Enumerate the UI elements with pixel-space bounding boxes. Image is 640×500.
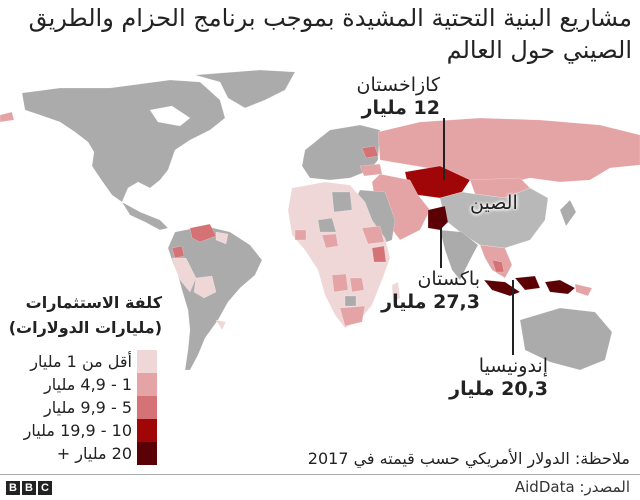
legend-swatch [137, 350, 157, 373]
belarus [361, 145, 379, 159]
kazakhstan-value: 12 مليار [361, 97, 440, 119]
ecuador [171, 245, 185, 259]
pakistan-callout: باكستان 27,3 مليار [381, 268, 480, 314]
legend-label: 20 مليار + [56, 444, 132, 463]
bbc-logo-letter: C [38, 481, 52, 495]
indonesia [483, 279, 521, 297]
legend-swatch [137, 419, 157, 442]
ethiopia [361, 225, 385, 245]
legend-item: أقل من 1 مليار [0, 350, 190, 373]
legend-title-line1: كلفة الاستثمارات [25, 293, 162, 312]
guyana [215, 231, 229, 245]
legend-item: 10 - 19,9 مليار [0, 419, 190, 442]
legend-title-line2: (مليارات الدولارات) [8, 318, 162, 337]
legend-items: أقل من 1 مليار 1 - 4,9 مليار 5 - 9,9 ملي… [0, 350, 190, 465]
north-america [21, 79, 226, 203]
india [439, 229, 479, 281]
australia [519, 307, 613, 371]
pakistan [427, 205, 449, 231]
kazakhstan-callout: كازاخستان 12 مليار [357, 74, 440, 120]
angola [331, 273, 349, 293]
legend-item: 20 مليار + [0, 442, 190, 465]
source-credit: المصدر: AidData [514, 478, 630, 496]
legend-item: 5 - 9,9 مليار [0, 396, 190, 419]
indonesia-leader-line [512, 280, 514, 355]
venezuela [189, 223, 217, 243]
bolivia [193, 275, 217, 299]
footer-divider [0, 474, 640, 475]
south-america [167, 225, 263, 371]
zambia [349, 277, 365, 293]
map-title: مشاريع البنية التحتية المشيدة بموجب برنا… [28, 4, 632, 64]
legend-label: 5 - 9,9 مليار [44, 398, 132, 417]
china-label: الصين [470, 192, 518, 214]
legend-label: أقل من 1 مليار [30, 352, 132, 371]
greenland [194, 70, 296, 109]
peru [171, 257, 197, 293]
bbc-logo-letter: B [22, 481, 36, 495]
indonesia-callout: إندونيسيا 20,3 مليار [449, 355, 548, 401]
uruguay [215, 319, 227, 331]
pakistan-leader-line [440, 228, 442, 268]
legend-swatch [137, 442, 157, 465]
nigeria [321, 233, 339, 249]
kazakhstan-name: كازاخستان [356, 74, 440, 96]
legend-swatch [137, 396, 157, 419]
kenya [371, 245, 387, 263]
south-africa [339, 305, 366, 327]
africa [287, 181, 391, 329]
kazakhstan-leader-line [443, 118, 445, 180]
legend-swatch [137, 373, 157, 396]
currency-note: ملاحظة: الدولار الأمريكي حسب قيمته في 20… [307, 449, 630, 468]
legend-label: 10 - 19,9 مليار [23, 421, 132, 440]
indonesia-name: إندونيسيا [478, 355, 548, 377]
legend-title: كلفة الاستثمارات (مليارات الدولارات) [9, 290, 162, 340]
indonesia-value: 20,3 مليار [449, 378, 548, 400]
legend-item: 1 - 4,9 مليار [0, 373, 190, 396]
pakistan-name: باكستان [417, 268, 480, 290]
bbc-logo-letter: B [6, 481, 20, 495]
bbc-logo: B B C [6, 481, 52, 495]
pakistan-value: 27,3 مليار [381, 291, 480, 313]
legend-label: 1 - 4,9 مليار [44, 375, 132, 394]
